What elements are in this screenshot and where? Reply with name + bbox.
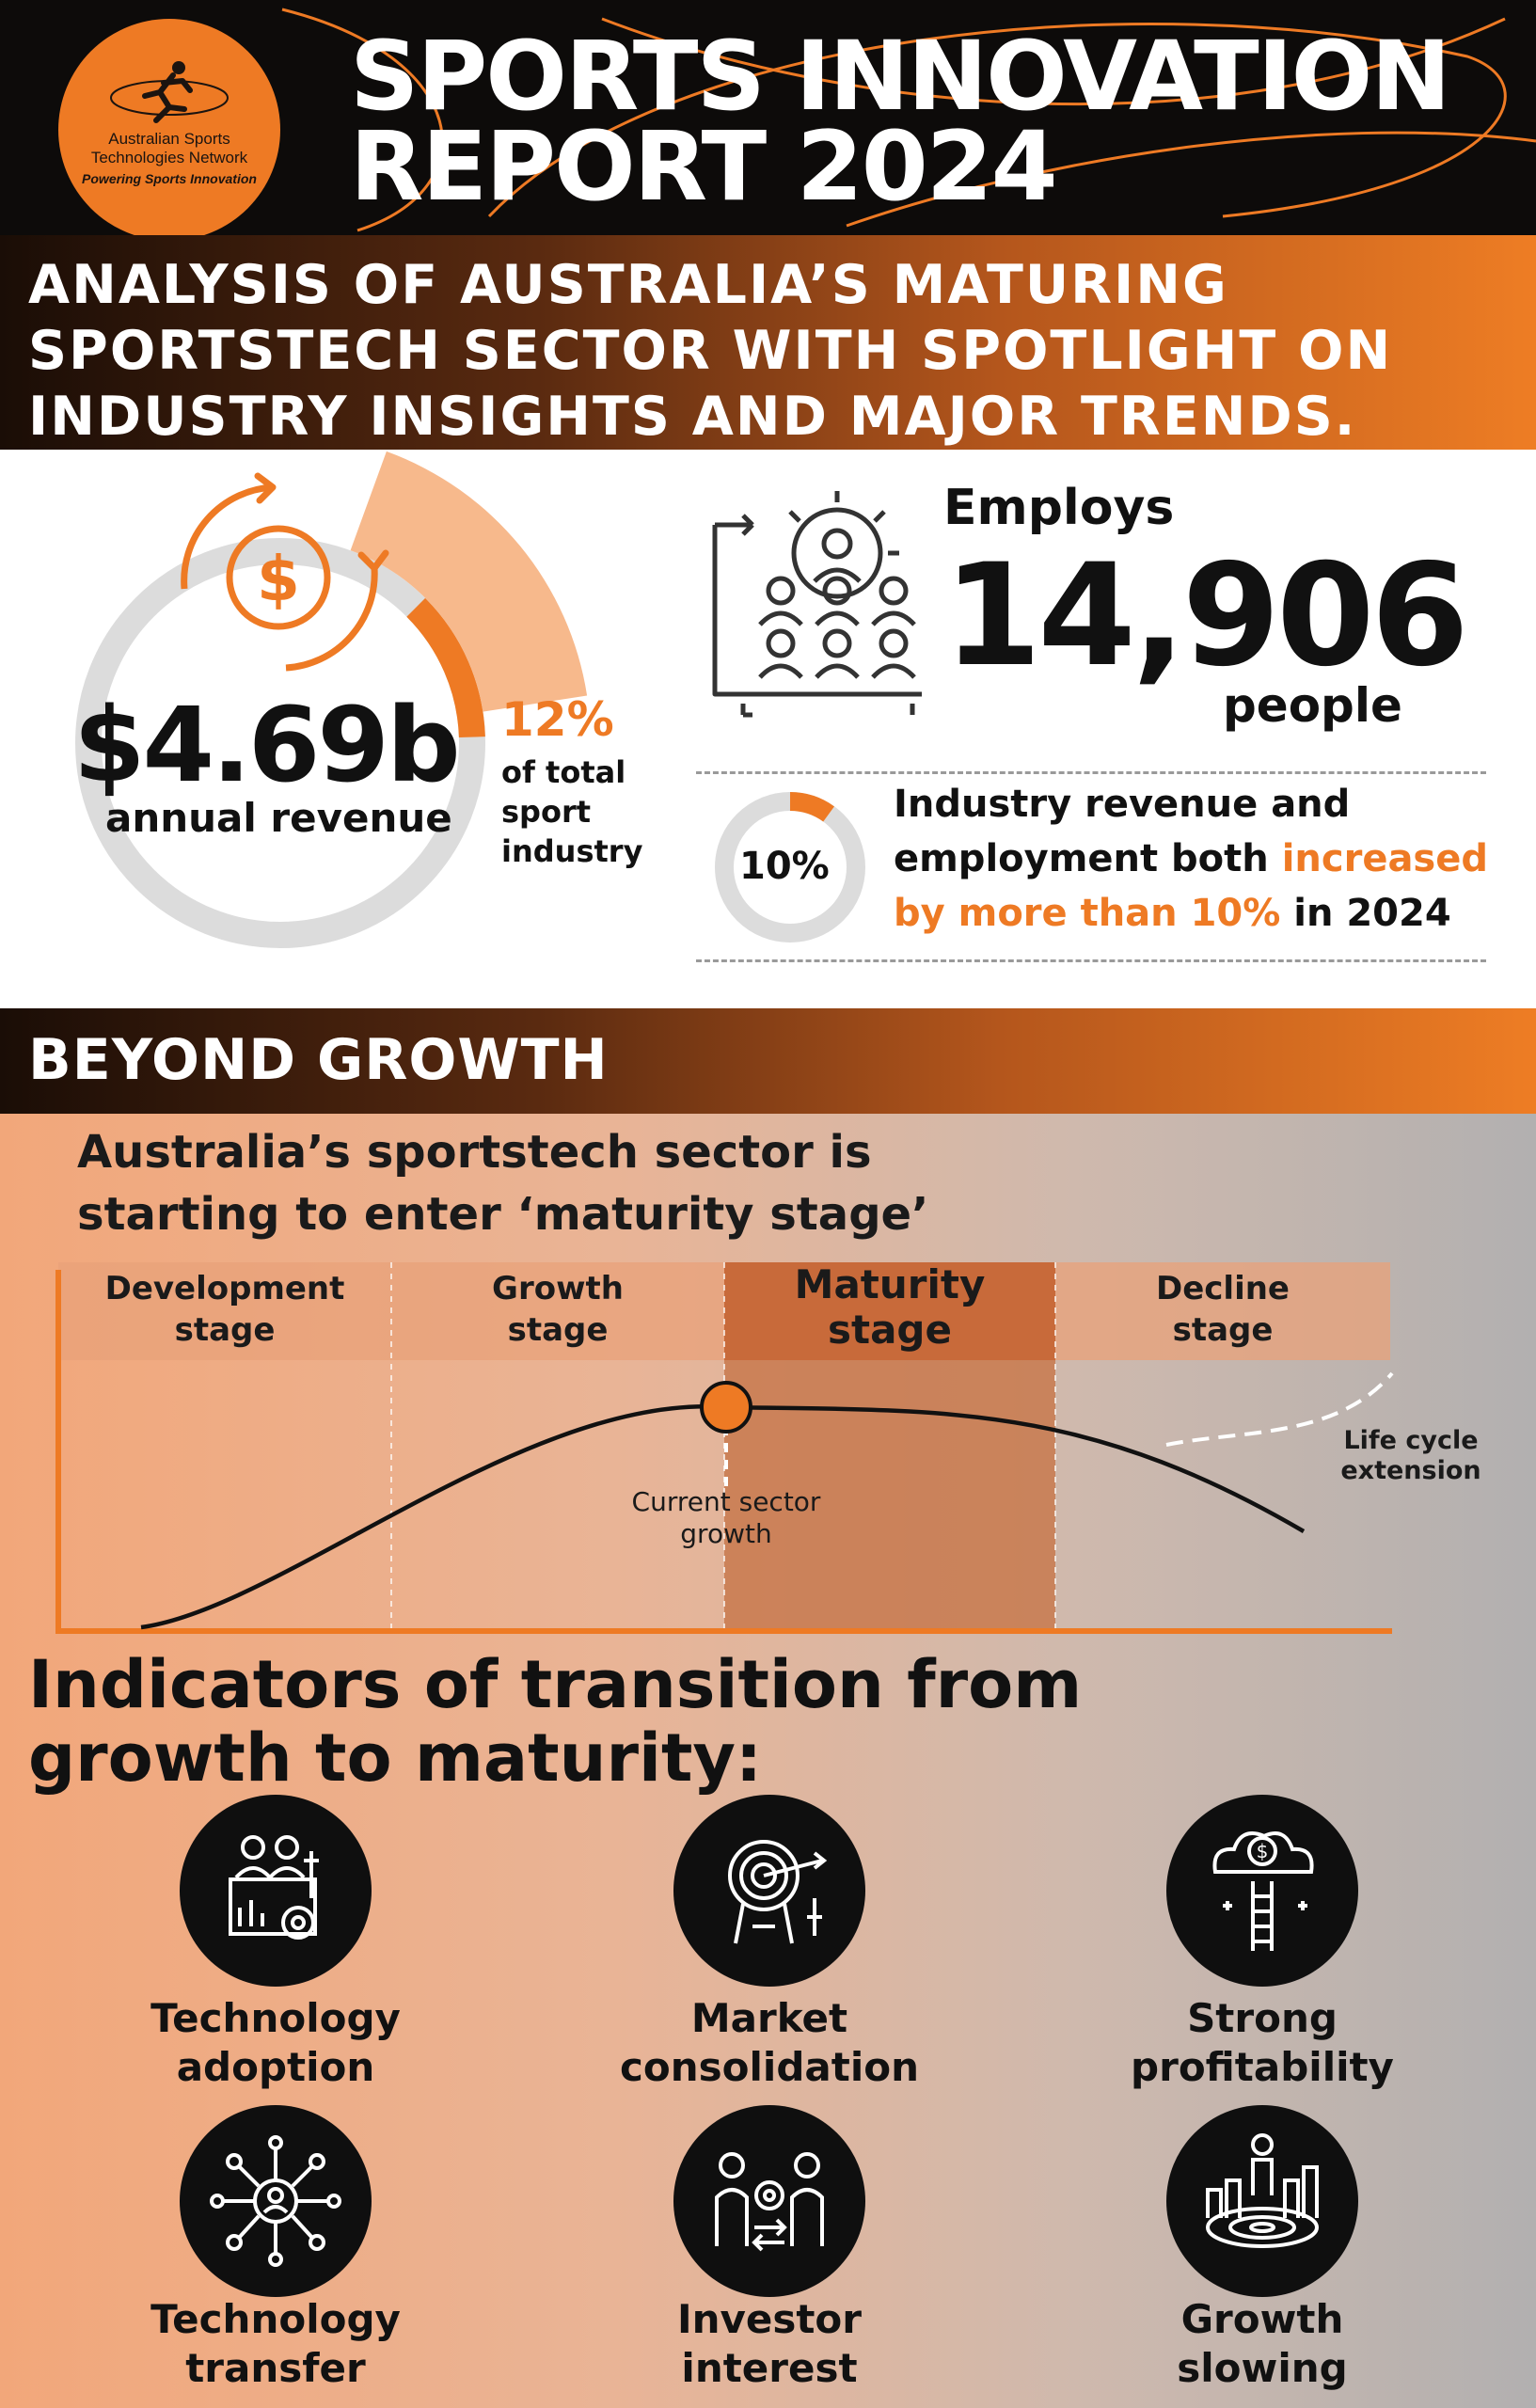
growth-statement: Industry revenue and employment both inc… (894, 777, 1533, 941)
logo-tagline: Powering Sports Innovation (82, 171, 257, 186)
growth-text-highlight: increased by more than 10% (894, 837, 1489, 935)
stage-development: Development stage (58, 1268, 391, 1351)
employment-label: Employs (943, 480, 1175, 536)
indicators-heading: Indicators of transition from growth to … (28, 1648, 1251, 1795)
current-label-line1: Current sector (631, 1486, 821, 1517)
svg-text:$: $ (1257, 1840, 1269, 1862)
indicator-label-line2: adoption (176, 2044, 375, 2090)
share-label-line2: sport (501, 794, 592, 830)
current-sector-label: Current sector growth (585, 1486, 867, 1550)
subtitle-band: ANALYSIS OF AUSTRALIA’S MATURING SPORTST… (0, 235, 1536, 450)
share-label-line3: industry (501, 833, 643, 869)
team-gear-icon (180, 1795, 372, 1987)
indicator-growth-slowing: Growth slowing (1074, 2295, 1450, 2393)
lifecycle-diagram (55, 1262, 1394, 1634)
asti-logo: Australian Sports Technologies Network P… (58, 19, 280, 235)
current-label-line2: growth (680, 1518, 772, 1549)
indicator-label-line1: Technology (150, 1995, 401, 2041)
maturity-stage-header (724, 1262, 1055, 1360)
indicator-technology-adoption: Technology adoption (87, 1994, 464, 2092)
stage-label-line1: Growth (492, 1270, 624, 1307)
extension-label-line1: Life cycle (1343, 1426, 1479, 1455)
lifecycle-extension-label: Life cycle extension (1326, 1426, 1496, 1486)
indicator-label-line2: slowing (1177, 2345, 1348, 2391)
indicator-label-line2: interest (681, 2345, 858, 2391)
stage-maturity: Maturity stage (724, 1262, 1055, 1353)
lifecycle-heading-line1: Australia’s sportstech sector is (77, 1126, 872, 1179)
revenue-ring (75, 538, 485, 948)
subtitle-line1: ANALYSIS OF AUSTRALIA’S MATURING (28, 254, 1228, 316)
indicator-technology-transfer: Technology transfer (87, 2295, 464, 2393)
share-label-line1: of total (501, 754, 626, 790)
key-stats-section: $ $4.69b annual revenue 12% of total (0, 450, 1536, 1008)
indicator-label-line2: consolidation (620, 2044, 919, 2090)
indicator-label-line1: Market (690, 1995, 848, 2041)
report-header: Australian Sports Technologies Network P… (0, 0, 1536, 235)
lifecycle-heading: Australia’s sportstech sector is startin… (77, 1121, 1018, 1245)
page-title: SPORTS INNOVATION REPORT 2024 (350, 21, 1479, 223)
title-line1: SPORTS INNOVATION (350, 21, 1451, 133)
title-line2: REPORT 2024 (350, 111, 1058, 223)
beyond-growth-title: BEYOND GROWTH (28, 1027, 609, 1093)
employment-value: 14,906 (943, 534, 1469, 698)
network-people-icon (180, 2105, 372, 2297)
revenue-label: annual revenue (105, 795, 452, 841)
stage-label-line2: stage (1172, 1311, 1274, 1349)
logo-name-line1: Australian Sports (108, 130, 230, 148)
svg-text:$: $ (257, 543, 300, 615)
decorative-swirls (281, 8, 1536, 232)
current-stage-marker (700, 1381, 752, 1434)
indicator-label-line2: transfer (185, 2345, 366, 2391)
indicator-label-line1: Investor (676, 2296, 863, 2342)
chart-axes (55, 1270, 1392, 1634)
employment-unit: people (1223, 678, 1402, 733)
stage-label-line1: Maturity (794, 1261, 986, 1307)
dollar-cycle-icon: $ (181, 472, 389, 672)
indicator-investor-interest: Investor interest (581, 2295, 958, 2393)
growth-text-before: Industry revenue and employment both (894, 783, 1351, 880)
extension-label-line2: extension (1340, 1456, 1481, 1485)
growth-percent: 10% (739, 845, 830, 888)
divider-bottom (696, 959, 1486, 962)
subtitle-line3: INDUSTRY INSIGHTS AND MAJOR TRENDS. (28, 386, 1357, 448)
logo-name-line2: Technologies Network (90, 149, 248, 166)
indicator-label-line1: Growth (1180, 2296, 1344, 2342)
stage-decline: Decline stage (1055, 1268, 1390, 1351)
stage-label-line2: stage (828, 1307, 952, 1353)
lifecycle-heading-line2: starting to enter ‘maturity stage’ (77, 1188, 929, 1241)
growth-arc (789, 792, 834, 822)
revenue-share-arc (406, 597, 485, 738)
revenue-share-wedge (350, 451, 588, 712)
runner-icon (110, 61, 229, 123)
revenue-share-percent: 12% (501, 692, 614, 747)
workforce-gear-icon (712, 491, 922, 718)
stage-label-line2: stage (174, 1311, 276, 1349)
indicator-label-line2: profitability (1131, 2044, 1394, 2090)
stage-label-line1: Development (104, 1270, 345, 1307)
person-on-chart-icon (1166, 2105, 1358, 2297)
stats-graphics: $ (75, 451, 922, 948)
stage-label-line2: stage (507, 1311, 609, 1349)
stage-growth: Growth stage (391, 1268, 724, 1351)
investors-exchange-icon (673, 2105, 865, 2297)
money-cloud-ladder-icon: $ (1166, 1795, 1358, 1987)
stage-label-line1: Decline (1155, 1270, 1290, 1307)
page-subtitle: ANALYSIS OF AUSTRALIA’S MATURING SPORTST… (28, 252, 1524, 450)
indicator-label-line1: Strong (1187, 1995, 1338, 2041)
revenue-share-label: of total sport industry (501, 752, 689, 871)
growth-text-after: in 2024 (1280, 892, 1451, 935)
subtitle-line2: SPORTSTECH SECTOR WITH SPOTLIGHT ON (28, 320, 1393, 382)
indicator-market-consolidation: Market consolidation (581, 1994, 958, 2092)
indicators-heading-line2: growth to maturity: (28, 1719, 763, 1797)
target-arrow-icon (673, 1795, 865, 1987)
beyond-growth-band: BEYOND GROWTH (0, 1008, 1536, 1114)
indicators-heading-line1: Indicators of transition from (28, 1646, 1083, 1723)
indicator-label-line1: Technology (150, 2296, 401, 2342)
lifecycle-extension-curve (1165, 1371, 1394, 1447)
divider-top (696, 771, 1486, 774)
revenue-value: $4.69b (73, 685, 461, 805)
indicator-strong-profitability: Strong profitability (1074, 1994, 1450, 2092)
